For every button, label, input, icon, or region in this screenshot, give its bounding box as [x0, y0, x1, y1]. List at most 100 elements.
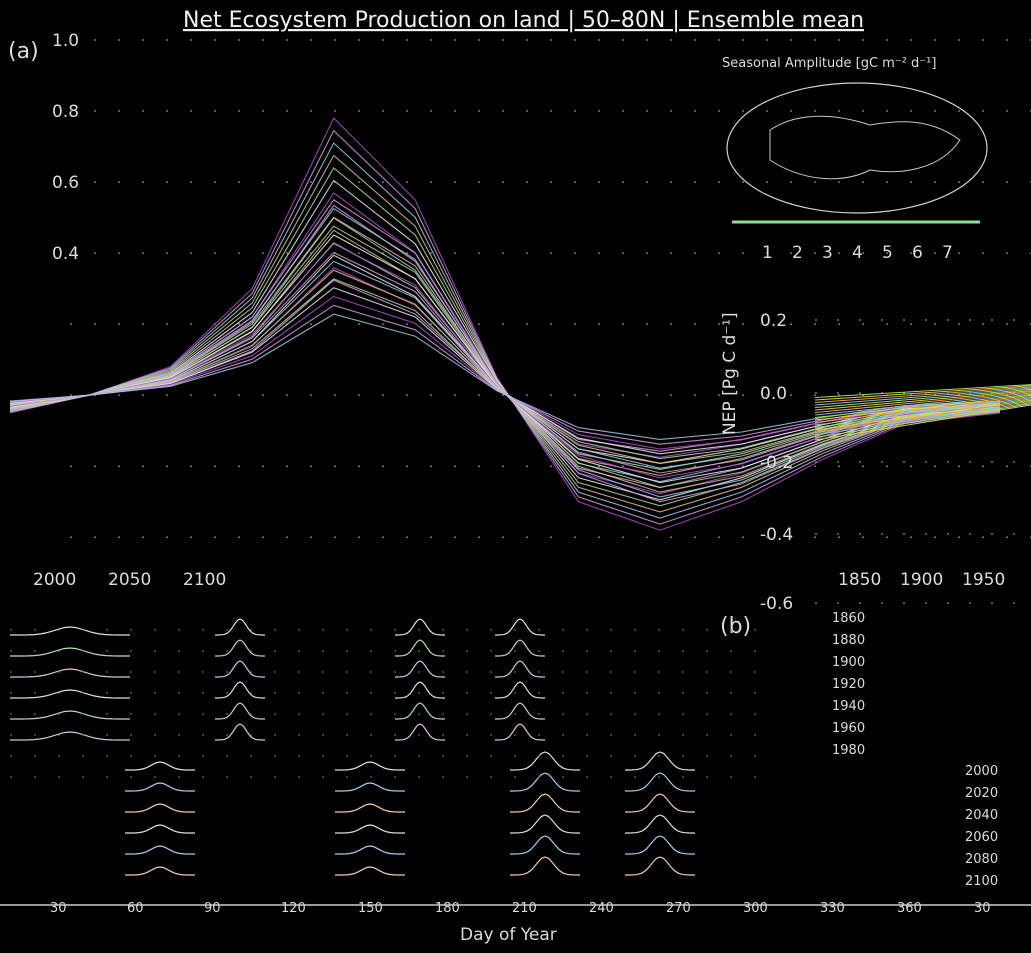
small-multiple-curve: [510, 835, 580, 855]
panel-b-bottom-tick: 150: [358, 901, 383, 916]
chart-title: Net Ecosystem Production on land | 50–80…: [183, 8, 864, 33]
small-multiple-curve: [510, 814, 580, 834]
panel-a-y-tick: 0.6: [52, 173, 79, 193]
small-multiple-curve: [335, 824, 405, 834]
small-multiple-curve: [395, 660, 445, 678]
panel-b-bottom-tick: 240: [589, 901, 614, 916]
panel-b-legend-year: 2040: [965, 808, 998, 823]
small-multiple-curve: [125, 803, 195, 813]
panel-b-series-line: [814, 397, 1031, 426]
small-multiple-curve: [495, 660, 545, 678]
panel-b-bottom-ticks: 30 60 90 120 150 180 210 240 270 300 330 360 30: [0, 901, 1031, 916]
panel-b-series-line: [814, 400, 1031, 433]
small-multiple-curve: [335, 866, 405, 876]
panel-b-legend-year: 1920: [832, 677, 865, 692]
panel-b-bottom-tick: 270: [666, 901, 691, 916]
panel-b-bottom-tick: 210: [512, 901, 537, 916]
small-multiple-curve: [395, 639, 445, 657]
panel-b-bottom-tick: 60: [127, 901, 144, 916]
small-multiple-curve: [10, 626, 130, 636]
panel-b-series-line: [814, 385, 1031, 401]
panel-b-year-legend: 1860 1880 1900 1920 1940 1960 1980 2000 2020 2040…: [832, 611, 998, 889]
small-multiple-curve: [335, 782, 405, 792]
panel-b-bottom-tick: 300: [743, 901, 768, 916]
small-multiple-curve: [395, 702, 445, 720]
panel-a-lines: [9, 117, 1001, 531]
small-multiple-curve: [215, 723, 265, 741]
panel-b: (b) NEP [Pg C d⁻¹] 0.2 0.0 -0.2 -0.4 -0.6 18…: [0, 311, 1031, 945]
panel-b-series-line: [814, 392, 1031, 416]
panel-b-x-tick-left: 2000: [33, 570, 76, 590]
panel-a-grid: [70, 39, 1031, 538]
small-multiple-curve: [215, 618, 265, 636]
panel-b-series-line: [814, 384, 1031, 398]
panel-b-series-line: [814, 388, 1031, 408]
small-multiple-curve: [395, 618, 445, 636]
small-multiple-curve: [510, 856, 580, 876]
inset-colorbar-tick: 4: [852, 243, 863, 263]
panel-a-series-line: [9, 313, 1001, 440]
panel-b-legend-year: 1900: [832, 655, 865, 670]
panel-b-legend-year: 1960: [832, 721, 865, 736]
panel-b-small-multiples: [10, 618, 760, 876]
small-multiple-curve: [10, 647, 130, 657]
panel-b-y-tick: -0.6: [760, 594, 793, 614]
panel-b-x-tick: 1900: [900, 570, 943, 590]
panel-b-series-line: [814, 391, 1031, 413]
panel-b-bottom-tick: 180: [435, 901, 460, 916]
panel-b-y-tick: 0.0: [760, 384, 787, 404]
small-multiple-curve: [625, 814, 695, 834]
small-multiple-curve: [215, 639, 265, 657]
panel-b-series-line: [814, 386, 1031, 403]
panel-a-y-tick: 0.4: [52, 244, 79, 264]
panel-a-y-ticks: 1.0 0.8 0.6 0.4: [52, 31, 79, 264]
panel-b-y-tick: 0.2: [760, 311, 787, 331]
small-multiple-curve: [625, 772, 695, 792]
panel-b-series-line: [814, 393, 1031, 418]
panel-b-x-label: Day of Year: [460, 925, 557, 945]
small-multiple-curve: [510, 772, 580, 792]
inset-colorbar-tick: 7: [942, 243, 953, 263]
panel-b-lines: [814, 384, 1031, 441]
panel-a-label: (a): [8, 39, 39, 64]
panel-b-legend-year: 2060: [965, 830, 998, 845]
small-multiple-curve: [215, 702, 265, 720]
inset-land-outline: [769, 115, 961, 180]
small-multiple-curve: [125, 866, 195, 876]
panel-b-bottom-tick: 30: [974, 901, 991, 916]
small-multiple-curve: [495, 639, 545, 657]
small-multiple-curve: [125, 782, 195, 792]
small-multiple-curve: [495, 681, 545, 699]
panel-b-x-ticks-left: 2000 2050 2100: [33, 570, 226, 590]
panel-b-series-line: [814, 390, 1031, 411]
panel-b-series-line: [814, 398, 1031, 428]
small-multiple-curve: [495, 618, 545, 636]
panel-b-legend-year: 2080: [965, 852, 998, 867]
small-multiple-curve: [10, 731, 130, 741]
small-multiple-curve: [395, 723, 445, 741]
panel-a: Net Ecosystem Production on land | 50–80…: [8, 8, 1031, 538]
panel-b-legend-year: 1860: [832, 611, 865, 626]
inset-colorbar-tick: 3: [822, 243, 833, 263]
small-multiple-curve: [10, 689, 130, 699]
panel-b-series-line: [814, 394, 1031, 421]
small-multiple-curve: [510, 751, 580, 771]
panel-b-y-ticks: 0.2 0.0 -0.2 -0.4 -0.6: [760, 311, 793, 614]
panel-b-series-line: [814, 396, 1031, 423]
inset-globe-outline: [726, 82, 988, 214]
small-multiple-curve: [625, 835, 695, 855]
panel-a-y-tick: 0.8: [52, 102, 79, 122]
inset-colorbar-tick: 5: [882, 243, 893, 263]
small-multiple-curve: [125, 761, 195, 771]
panel-b-legend-year: 1980: [832, 743, 865, 758]
small-multiple-curve: [625, 751, 695, 771]
panel-b-bottom-tick: 30: [50, 901, 67, 916]
small-multiple-curve: [335, 761, 405, 771]
small-multiple-curve: [625, 793, 695, 813]
panel-b-bottom-tick: 90: [204, 901, 221, 916]
small-multiple-curve: [10, 710, 130, 720]
